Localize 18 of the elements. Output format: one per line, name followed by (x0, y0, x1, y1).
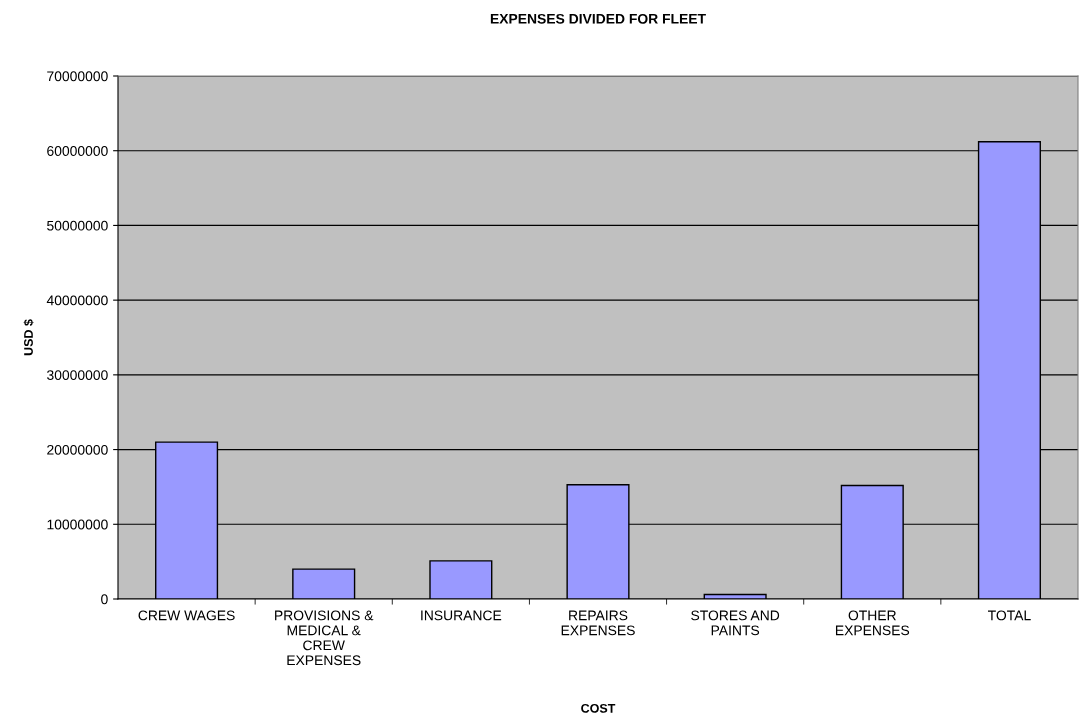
y-tick-label: 30000000 (47, 370, 108, 381)
x-tick-label: TOTAL (988, 610, 1031, 621)
x-tick-label: OTHER EXPENSES (835, 610, 910, 636)
y-tick-label: 10000000 (47, 519, 108, 530)
x-tick-label: REPAIRS EXPENSES (561, 610, 635, 636)
x-tick-label: CREW WAGES (138, 610, 235, 621)
y-tick-label: 60000000 (47, 146, 108, 156)
x-tick-label: INSURANCE (421, 610, 502, 621)
x-tick-label: PROVISIONS & MEDICAL & CREW EXPENSES (275, 610, 374, 666)
x-tick-label: STORES AND PAINTS (691, 610, 780, 636)
y-tick-label: 50000000 (47, 220, 108, 231)
y-tick-label: 0 (101, 594, 108, 605)
x-axis-title: COST (581, 703, 616, 713)
y-tick-label: 20000000 (47, 444, 108, 455)
y-axis-title: USD $ (23, 319, 34, 356)
chart-title: EXPENSES DIVIDED FOR FLEET (490, 13, 706, 24)
y-tick-label: 40000000 (46, 295, 108, 306)
y-tick-label: 70000000 (47, 71, 108, 82)
